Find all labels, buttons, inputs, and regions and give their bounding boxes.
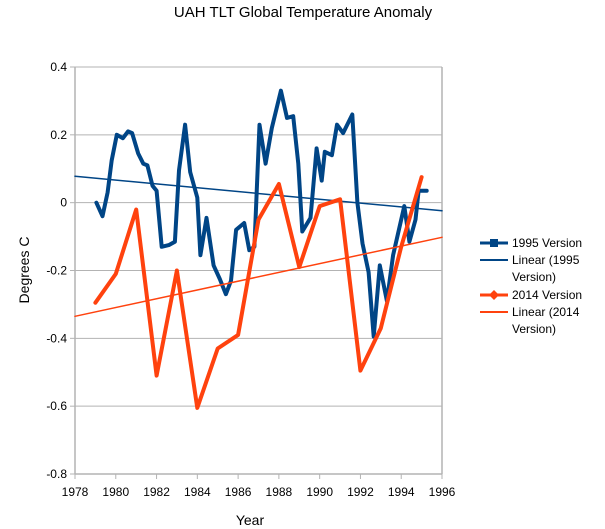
trendline-linear-1995-version: [74, 175, 443, 212]
legend-label: 1995 Version: [512, 236, 582, 250]
legend-label: Linear (2014: [512, 305, 580, 319]
legend-label-continued: Version): [512, 270, 556, 284]
y-tick-label: -0.6: [46, 399, 67, 413]
legend-label: 2014 Version: [512, 288, 582, 302]
trendline-linear-2014-version: [74, 236, 443, 318]
x-tick-label: 1992: [347, 485, 374, 499]
y-tick-label: 0: [60, 196, 67, 210]
y-tick-label: 0.2: [50, 128, 67, 142]
x-axis-title: Year: [236, 512, 265, 528]
y-tick-label: 0.4: [50, 60, 67, 74]
x-tick-label: 1986: [225, 485, 252, 499]
y-tick-label: -0.8: [46, 467, 67, 481]
x-tick-label: 1978: [62, 485, 89, 499]
legend-diamond-marker-icon: [489, 290, 499, 300]
legend-label-continued: Version): [512, 322, 556, 336]
y-axis-title: Degrees C: [16, 237, 32, 304]
x-tick-label: 1994: [388, 485, 415, 499]
x-tick-label: 1996: [429, 485, 456, 499]
legend-label: Linear (1995: [512, 253, 580, 267]
y-axis-ticks: 0.4 0.2 0 -0.2 -0.4 -0.6 -0.8: [46, 60, 75, 481]
chart-title: UAH TLT Global Temperature Anomaly: [174, 4, 433, 21]
y-tick-label: -0.2: [46, 264, 67, 278]
x-tick-label: 1990: [306, 485, 333, 499]
x-tick-label: 1988: [266, 485, 293, 499]
plot-area: [74, 88, 443, 410]
x-tick-label: 1980: [102, 485, 129, 499]
x-axis-ticks: 1978 1980 1982 1984 1986 1988 1990 1992 1994 1996: [62, 474, 456, 499]
x-tick-label: 1982: [143, 485, 170, 499]
series-line-2014-version: [93, 175, 424, 410]
legend-square-marker-icon: [490, 239, 498, 247]
x-tick-label: 1984: [184, 485, 211, 499]
legend: 1995 Version Linear (1995 Version) 2014 Ver…: [480, 236, 582, 336]
y-tick-label: -0.4: [46, 331, 67, 345]
